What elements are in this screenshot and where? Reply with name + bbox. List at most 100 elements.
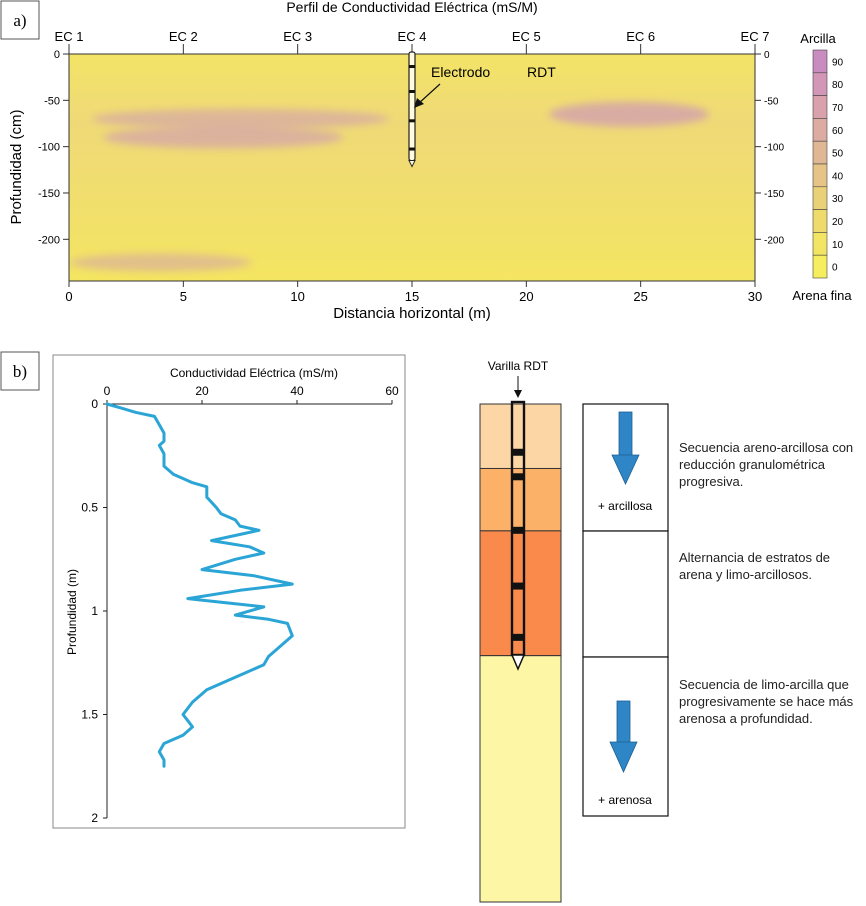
electrode-contact (409, 119, 415, 123)
clay-zone-2 (549, 101, 710, 127)
colorbar-tick-label: 0 (832, 263, 838, 274)
colorbar-cell (812, 118, 828, 142)
electrode-rdt (408, 51, 416, 168)
colorbar-tick-label: 60 (832, 126, 844, 137)
station-label: EC 4 (398, 29, 427, 44)
stratum-0 (479, 403, 562, 469)
colorbar-cell (812, 254, 828, 279)
ce-x-tick-label: 40 (290, 384, 304, 398)
panel-b-label-box (0, 351, 40, 391)
colorbar-cell (812, 209, 828, 233)
x-tick-label: 25 (633, 289, 647, 304)
note-middle: Alternancia de estratos de arena y limo-… (679, 550, 831, 582)
y-tick-label: 0 (54, 49, 60, 61)
y-tick-label: -50 (44, 95, 60, 107)
heatmap-y-label: Profundidad (cm) (8, 109, 25, 224)
colorbar-cell (812, 49, 828, 74)
colorbar-cell (812, 140, 828, 165)
colorbar-cell (812, 95, 828, 119)
electrode-contact (409, 65, 415, 69)
station-label: EC 6 (626, 29, 655, 44)
rdt-rod-pointer-head (514, 390, 522, 398)
y-tick-label-right: -100 (764, 143, 784, 154)
panel-a-label: a) (13, 11, 26, 30)
y-tick-label: -100 (38, 142, 60, 154)
colorbar-tick-label: 80 (832, 80, 844, 91)
station-label: EC 2 (169, 29, 198, 44)
box-lower-label: + arenosa (598, 793, 652, 807)
x-tick-label: 0 (65, 289, 72, 304)
electrode-pointer-line (417, 83, 441, 105)
electrode-tip (408, 160, 416, 168)
panel-b: b) Conductividad Eléctrica (mS/m) Profun… (0, 351, 669, 903)
down-arrow-icon-upper (611, 411, 640, 485)
ce-axes: 0 20 40 60 0 0.5 1 1.5 2 (81, 384, 399, 825)
note-upper: Secuencia areno-arcillosa con reducción … (679, 440, 854, 489)
colorbar-top-label: Arcilla (800, 31, 836, 46)
down-arrow-icon-lower (609, 700, 638, 773)
colorbar-cell (812, 186, 828, 210)
rdt-rod-label: Varilla RDT (488, 359, 549, 373)
x-tick-label: 30 (748, 289, 762, 304)
heatmap-x-ticks: 0 5 10 15 20 25 30 (65, 281, 762, 304)
heatmap-y-ticks: 0 -50 -100 -150 -200 (38, 49, 69, 246)
colorbar-cell (812, 232, 828, 256)
rod-contact (512, 526, 524, 534)
stratum-3 (479, 655, 562, 903)
rod-contact (512, 448, 524, 456)
rod-tip (510, 654, 526, 671)
panel-a: a) Perfil de Conductividad Eléctrica (mS… (0, 0, 852, 322)
colorbar-tick-label: 40 (832, 171, 844, 182)
ce-x-tick-label: 0 (104, 384, 111, 398)
ce-y-tick-label: 1.5 (81, 708, 98, 722)
ce-series-line (105, 402, 294, 768)
heatmap-y-ticks-right: 0 -50 -100 -150 -200 (755, 50, 784, 246)
ce-y-tick-label: 0 (91, 397, 98, 411)
colorbar-bottom-label: Arena fina (792, 288, 852, 303)
note-lower: Secuencia de limo-arcilla que progresiva… (679, 677, 854, 726)
panel-a-label-box (0, 0, 40, 40)
x-tick-label: 15 (405, 289, 419, 304)
strata-column (479, 403, 562, 903)
colorbar-tick-label: 20 (832, 217, 844, 228)
box-middle (582, 530, 669, 658)
ce-x-tick-label: 20 (195, 384, 209, 398)
colorbar-tick-label: 10 (832, 240, 844, 251)
ce-y-label: Profundidad (m) (65, 569, 79, 655)
rod-contact (512, 633, 524, 641)
panel-b-label: b) (13, 362, 27, 381)
station-label: EC 5 (512, 29, 541, 44)
colorbar-tick-label: 90 (832, 57, 844, 68)
colorbar-tick-label: 70 (832, 103, 844, 114)
ce-y-tick-label: 2 (91, 811, 98, 825)
colorbar-tick-label: 50 (832, 149, 844, 160)
rod-contact (512, 582, 524, 590)
y-tick-label-right: -150 (764, 189, 784, 200)
station-label: EC 1 (55, 29, 84, 44)
electrode-pointer-arrowhead (414, 98, 424, 108)
electrode-contact (409, 89, 415, 93)
station-label: EC 3 (283, 29, 312, 44)
y-tick-label-right: -50 (764, 96, 779, 107)
colorbar-cell (812, 163, 828, 188)
ce-y-tick-label: 1 (91, 604, 98, 618)
clay-zones (69, 101, 710, 272)
y-tick-label: -150 (38, 188, 60, 200)
ce-y-tick-label: 0.5 (81, 501, 98, 515)
station-label: EC 7 (741, 29, 770, 44)
clay-zone-3 (69, 253, 252, 272)
colorbar-cell (812, 72, 828, 96)
clay-zone-1 (103, 126, 344, 149)
y-tick-label-right: -200 (764, 235, 784, 246)
y-tick-label: -200 (38, 234, 60, 246)
y-tick-label-right: 0 (764, 50, 770, 61)
box-upper-label: + arcillosa (598, 499, 653, 513)
rdt-label: RDT (527, 64, 556, 80)
station-ticks: EC 1 EC 2 EC 3 EC 4 EC 5 EC 6 EC 7 (55, 29, 770, 54)
rdt-rod (510, 400, 526, 671)
ce-chart-title: Conductividad Eléctrica (mS/m) (170, 366, 338, 380)
ce-x-tick-label: 60 (385, 384, 399, 398)
x-tick-label: 5 (180, 289, 187, 304)
rod-contact (512, 473, 524, 481)
